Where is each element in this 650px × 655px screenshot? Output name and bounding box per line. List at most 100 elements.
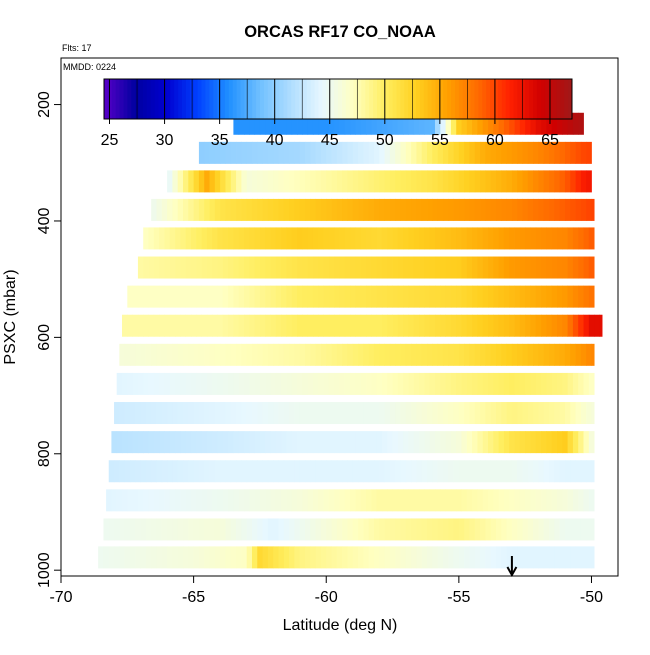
heatmap-cell [305,460,311,483]
heatmap-cell [466,314,473,337]
heatmap-cell [506,170,513,193]
heatmap-cell [281,314,287,337]
heatmap-cell [490,518,497,541]
heatmap-cell [145,460,152,483]
heatmap-cell [326,546,332,569]
heatmap-cell [299,460,306,483]
heatmap-cell [291,431,298,454]
heatmap-cell [580,460,587,483]
heatmap-cell [450,285,457,308]
heatmap-cell [334,372,340,395]
x-tick-label: -60 [315,589,338,606]
heatmap-cell [509,489,515,512]
heatmap-cell [434,285,441,308]
heatmap-cell [185,489,192,512]
heatmap-cell [541,285,547,308]
heatmap-cell [397,431,404,454]
heatmap-cell [482,372,489,395]
heatmap-cell [456,314,462,337]
heatmap-row [198,141,592,164]
heatmap-cell [533,170,539,193]
heatmap-cell [440,314,446,337]
heatmap-cell [270,431,277,454]
heatmap-cell [350,431,356,454]
heatmap-cell [294,518,301,541]
colorbar-segment [427,79,433,119]
heatmap-cell [135,402,141,425]
heatmap-cell [395,402,401,425]
heatmap-cell [259,227,266,250]
heatmap-cell [411,546,417,569]
heatmap-cell [151,402,157,425]
heatmap-cell [257,198,263,221]
heatmap-cell [530,227,537,250]
heatmap-cell [249,372,256,395]
heatmap-cell [172,198,179,221]
heatmap-cell [196,256,202,279]
heatmap-cell [517,343,523,366]
colorbar-segment [263,79,269,119]
heatmap-cell [411,170,417,193]
heatmap-cell [209,141,216,164]
heatmap-cell [180,256,187,279]
heatmap-cell [119,343,126,366]
heatmap-cell [450,372,457,395]
heatmap-cell [543,546,550,569]
heatmap-cell [408,256,415,279]
heatmap-cell [225,170,232,193]
x-tick-label: -65 [182,589,205,606]
colorbar-segment [478,79,483,119]
colorbar-segment [404,79,409,119]
heatmap-cell [124,518,131,541]
heatmap-cell [334,314,340,337]
heatmap-cell [336,402,343,425]
heatmap-cell [559,170,566,193]
heatmap-cell [501,518,507,541]
heatmap-cell [326,343,332,366]
heatmap-cell [164,256,171,279]
heatmap-cell [225,402,232,425]
heatmap-cell [482,112,489,135]
heatmap-cell [599,314,603,337]
heatmap-cell [384,170,391,193]
heatmap-cell [495,546,502,569]
heatmap-cell [312,431,319,454]
heatmap-cell [384,141,391,164]
heatmap-cell [273,460,279,483]
heatmap-cell [535,489,542,512]
heatmap-cell [291,256,298,279]
heatmap-cell [578,372,584,395]
heatmap-cell [535,227,542,250]
heatmap-cell [172,402,179,425]
heatmap-cell [588,431,595,454]
heatmap-cell [307,112,314,135]
heatmap-cell [527,343,534,366]
heatmap-cell [124,546,131,569]
colorbar-segment [412,79,417,119]
heatmap-cell [294,141,301,164]
x-tick-label: -50 [580,589,603,606]
heatmap-cell [546,112,553,135]
heatmap-row [137,256,595,279]
heatmap-cell [511,170,518,193]
heatmap-cell [358,141,364,164]
heatmap-cell [167,546,173,569]
heatmap-cell [209,518,216,541]
heatmap-cell [567,431,574,454]
heatmap-cell [236,170,242,193]
heatmap-cell [180,314,187,337]
heatmap-cell [220,546,226,569]
heatmap-cell [366,314,372,337]
heatmap-row [167,170,592,193]
heatmap-cell [495,198,502,221]
heatmap-cell [450,314,457,337]
heatmap-cell [519,256,526,279]
heatmap-cell [408,314,415,337]
heatmap-cell [442,402,449,425]
heatmap-cell [143,489,149,512]
heatmap-cell [397,112,404,135]
heatmap-cell [188,170,195,193]
heatmap-cell [225,198,232,221]
heatmap-cell [392,489,399,512]
heatmap-cell [366,112,372,135]
